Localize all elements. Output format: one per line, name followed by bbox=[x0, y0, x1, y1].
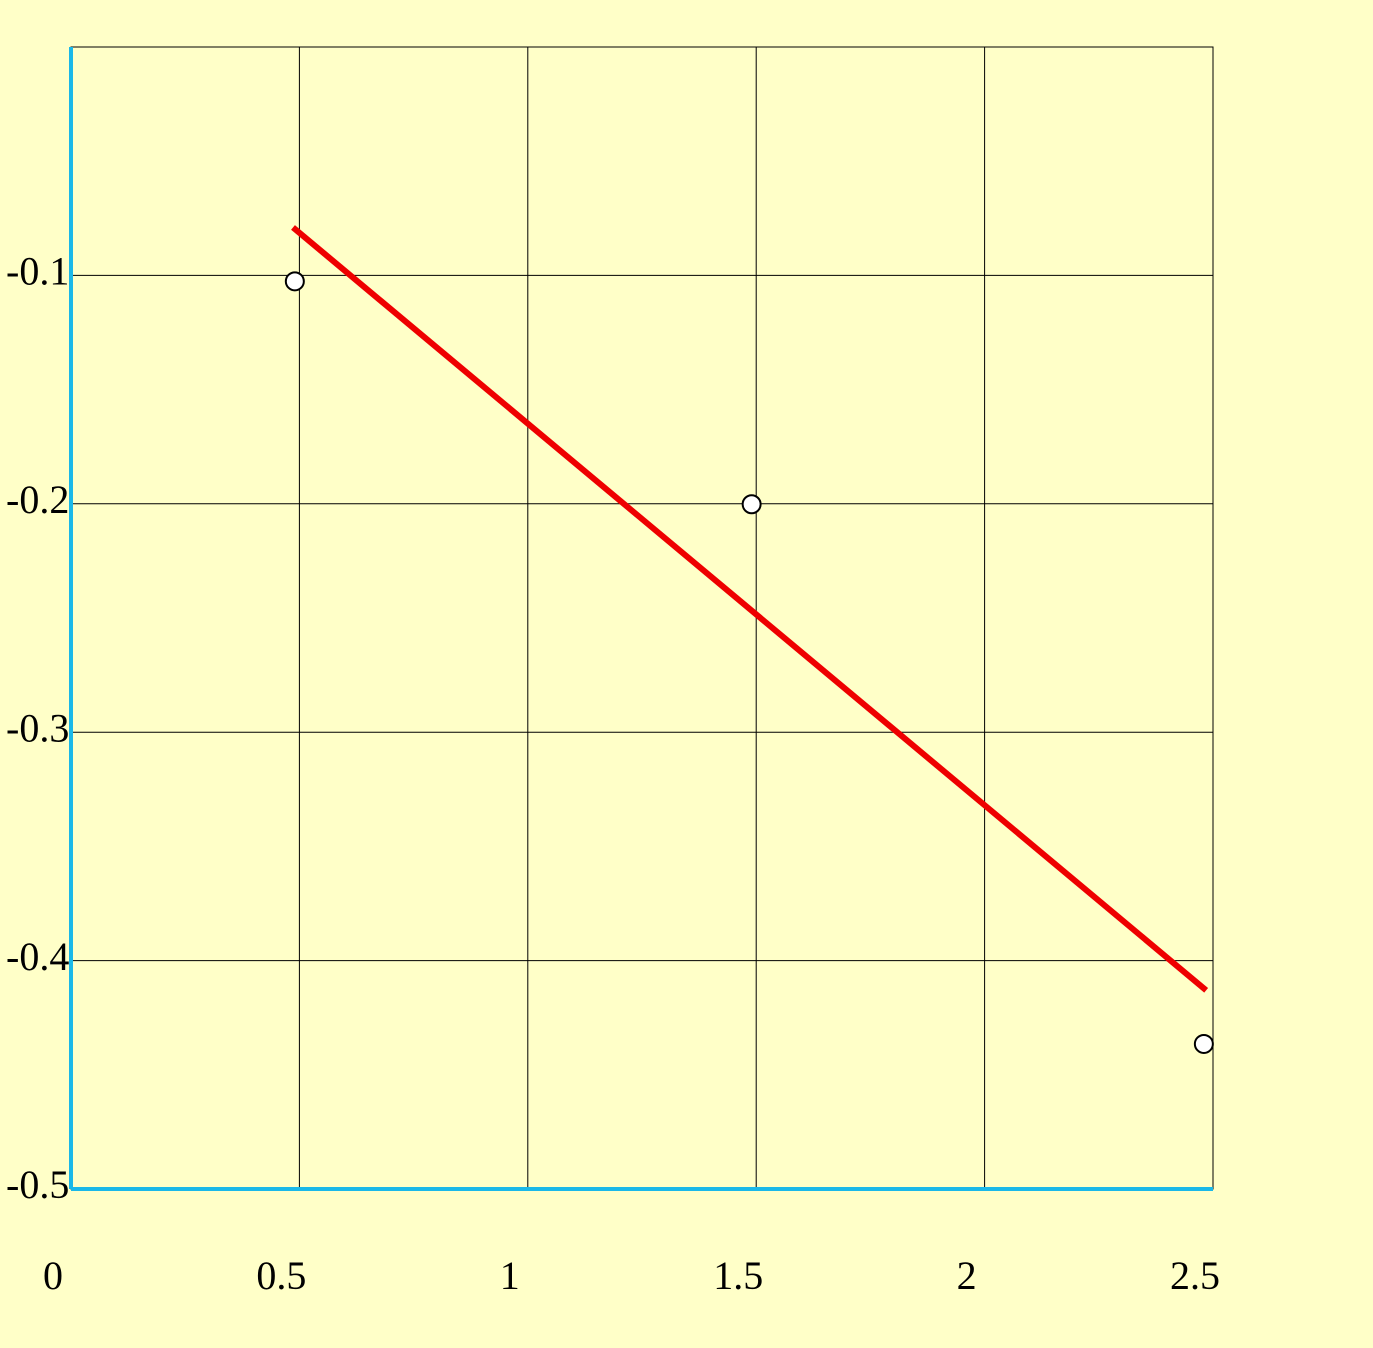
y-tick-label: -0.3 bbox=[6, 705, 69, 750]
y-tick-label: -0.4 bbox=[6, 934, 69, 979]
x-tick-label: 0.5 bbox=[256, 1253, 306, 1298]
x-tick-label: 2.5 bbox=[1170, 1253, 1220, 1298]
data-point bbox=[1193, 1033, 1214, 1054]
y-tick-label: -0.1 bbox=[6, 249, 69, 294]
x-tick-label: 2 bbox=[957, 1253, 977, 1298]
data-point bbox=[284, 271, 305, 292]
fit-line bbox=[291, 225, 1209, 993]
x-tick-label: 1.5 bbox=[713, 1253, 763, 1298]
y-tick-label: -0.2 bbox=[6, 477, 69, 522]
x-tick-label: 1 bbox=[500, 1253, 520, 1298]
data-point bbox=[741, 494, 762, 515]
x-tick-label: 0 bbox=[43, 1253, 63, 1298]
y-tick-label: -0.5 bbox=[6, 1162, 69, 1207]
